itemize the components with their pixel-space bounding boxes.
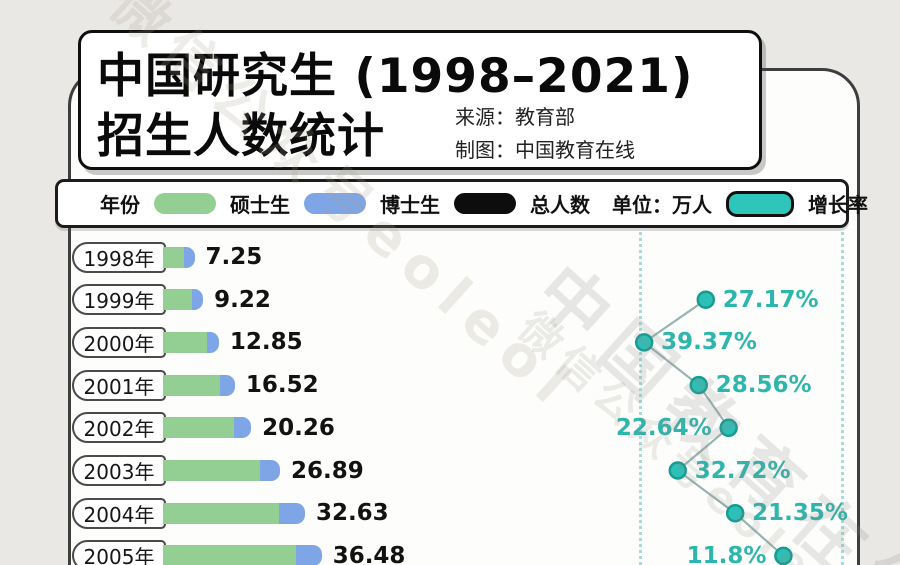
growth-point [696, 290, 716, 309]
year-pill: 1998年 [72, 241, 166, 273]
growth-point [725, 503, 745, 523]
doctor-swatch [304, 193, 366, 214]
master-bar-segment [163, 502, 279, 524]
growth-axis-guide-left [639, 232, 642, 565]
growth-rate-label: 11.8% [686, 542, 767, 565]
legend-year-label: 年份 [100, 193, 140, 217]
doctor-bar-segment [206, 331, 219, 353]
doctor-bar-segment [278, 502, 305, 524]
growth-rate-label: 39.37% [661, 329, 757, 356]
growth-point [774, 546, 793, 565]
master-bar-segment [163, 460, 260, 481]
master-swatch [154, 193, 216, 214]
growth-rate-label: 32.72% [694, 457, 791, 484]
credit-line: 制图：中国教育在线 [455, 138, 635, 162]
year-pill: 2003年 [72, 455, 166, 486]
legend-growth-label: 增长率 [808, 193, 868, 217]
doctor-bar-segment [259, 460, 280, 481]
doctor-bar-segment [233, 417, 252, 439]
growth-point [668, 461, 688, 480]
doctor-bar-segment [220, 374, 235, 396]
total-value-label: 12.85 [229, 329, 303, 356]
legend-unit-label: 单位：万人 [612, 193, 712, 217]
year-pill: 2000年 [72, 326, 166, 358]
total-value-label: 36.48 [332, 542, 406, 565]
source-block: 来源：教育部 制图：中国教育在线 [455, 101, 635, 167]
total-value-label: 32.63 [315, 500, 389, 527]
total-value-label: 26.89 [290, 457, 364, 484]
master-bar-segment [163, 246, 185, 268]
growth-swatch [726, 190, 794, 217]
master-bar-segment [163, 374, 221, 396]
year-pill: 2001年 [72, 369, 166, 401]
growth-rate-label: 21.35% [752, 500, 848, 527]
doctor-bar-segment [296, 545, 322, 565]
page-subtitle: 招生人数统计 [97, 109, 385, 164]
growth-point [719, 418, 738, 438]
total-value-label: 16.52 [245, 372, 319, 399]
growth-axis-guide-right [841, 232, 844, 565]
source-line: 来源：教育部 [455, 105, 575, 129]
growth-rate-label: 22.64% [615, 414, 712, 441]
master-bar-segment [163, 417, 234, 439]
doctor-bar-segment [184, 246, 195, 268]
growth-point [689, 375, 709, 395]
total-swatch [454, 193, 516, 214]
growth-point [634, 333, 654, 352]
total-value-label: 20.26 [262, 414, 335, 441]
page-title: 中国研究生 (1998–2021) [97, 49, 694, 104]
growth-rate-label: 27.17% [722, 286, 819, 313]
legend-master-label: 硕士生 [230, 193, 290, 217]
year-pill: 2005年 [72, 540, 166, 565]
master-bar-segment [163, 545, 297, 565]
total-value-label: 7.25 [205, 244, 263, 270]
master-bar-segment [163, 331, 207, 353]
doctor-bar-segment [192, 289, 204, 311]
title-box: 中国研究生 (1998–2021) 招生人数统计 来源：教育部 制图：中国教育在… [78, 30, 762, 170]
legend-total-label: 总人数 [530, 193, 590, 217]
legend-bar: 年份 硕士生 博士生 总人数 单位：万人 增长率 [55, 179, 868, 228]
total-value-label: 9.22 [214, 286, 271, 313]
year-pill: 1999年 [72, 284, 166, 316]
growth-rate-label: 28.56% [715, 372, 812, 399]
legend-doctor-label: 博士生 [380, 193, 440, 217]
master-bar-segment [163, 289, 193, 311]
